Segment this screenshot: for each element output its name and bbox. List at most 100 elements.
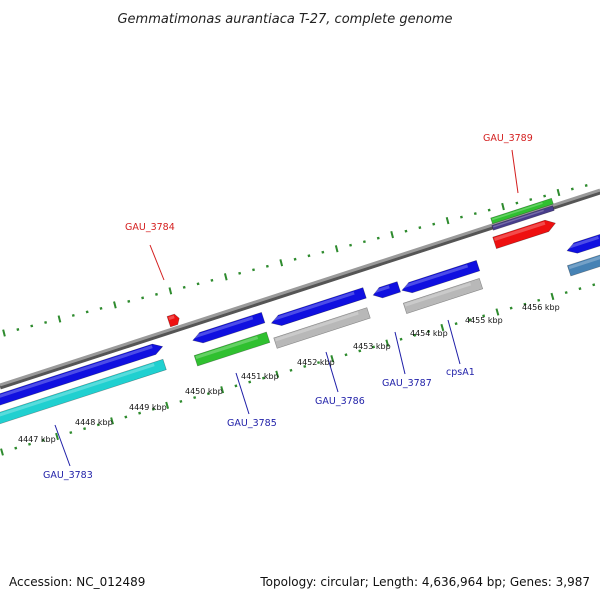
- outer-ring-minor-tick: [376, 236, 380, 240]
- outer-ring-minor-tick: [418, 226, 422, 230]
- feature-gau3789-slate[interactable]: [491, 205, 555, 231]
- feature-cpsa1-upper[interactable]: [400, 260, 481, 295]
- feature-gau3783-upper[interactable]: [0, 341, 164, 408]
- inner-ring-minor-tick: [344, 353, 348, 357]
- feature-gau3786-lower[interactable]: [273, 307, 371, 349]
- tick-label-4448: 4448 kbp: [75, 418, 113, 427]
- tick-label-4453: 4453 kbp: [353, 342, 391, 351]
- gene-label-gau3786[interactable]: GAU_3786: [315, 396, 365, 407]
- inner-tick-ring: [0, 283, 596, 456]
- outer-ring-minor-tick: [543, 194, 547, 198]
- inner-ring-major-tick: [110, 417, 115, 425]
- inner-ring-major-tick: [0, 448, 4, 456]
- outer-ring-minor-tick: [196, 282, 200, 286]
- outer-ring-minor-tick: [127, 299, 131, 303]
- outer-ring-major-tick: [168, 287, 173, 295]
- inner-ring-minor-tick: [28, 442, 32, 446]
- outer-ring-minor-tick: [210, 278, 214, 282]
- inner-ring-major-tick: [330, 355, 335, 363]
- inner-ring-major-tick: [220, 386, 225, 394]
- inner-ring-minor-tick: [454, 322, 458, 326]
- outer-ring-minor-tick: [16, 328, 20, 331]
- outer-ring-minor-tick: [584, 184, 588, 187]
- outer-ring-minor-tick: [182, 285, 186, 289]
- outer-ring-major-tick: [113, 301, 117, 309]
- inner-ring-minor-tick: [69, 431, 73, 435]
- outer-ring-major-tick: [390, 231, 394, 239]
- inner-ring-minor-tick: [289, 368, 293, 372]
- inner-ring-minor-tick: [124, 415, 128, 419]
- outer-ring-major-tick: [334, 245, 339, 253]
- outer-ring-major-tick: [501, 202, 505, 211]
- inner-ring-minor-tick: [83, 427, 87, 431]
- gene-label-gau3787[interactable]: GAU_3787: [382, 378, 432, 389]
- outer-ring-minor-tick: [85, 310, 89, 314]
- outer-ring-minor-tick: [362, 240, 366, 244]
- inner-ring-minor-tick: [372, 345, 376, 349]
- outer-ring-minor-tick: [570, 187, 574, 191]
- inner-ring-minor-tick: [41, 438, 45, 442]
- feature-gau3785-lower[interactable]: [193, 331, 271, 367]
- outer-ring-minor-tick: [404, 229, 408, 233]
- accession-text: Accession: NC_012489: [9, 575, 145, 589]
- outer-ring-minor-tick: [529, 198, 533, 202]
- feature-gau3783-lower[interactable]: [0, 358, 167, 426]
- outer-tick-ring: [2, 184, 588, 337]
- feature-gau3789-red[interactable]: [492, 217, 558, 249]
- inner-ring-major-tick: [495, 308, 500, 316]
- outer-ring-minor-tick: [459, 215, 463, 219]
- feature-cpsa1-lower[interactable]: [402, 278, 484, 314]
- tick-label-4452: 4452 kbp: [297, 358, 335, 367]
- inner-ring-major-tick: [275, 370, 280, 378]
- outer-ring-major-tick: [445, 216, 450, 225]
- inner-ring-major-tick: [385, 339, 390, 347]
- tick-label-4451: 4451 kbp: [241, 372, 279, 381]
- inner-ring-minor-tick: [482, 314, 486, 318]
- feature-next-upper[interactable]: [565, 231, 600, 256]
- label-pointer-line: [54, 424, 71, 467]
- inner-ring-minor-tick: [151, 407, 155, 411]
- inner-ring-minor-tick: [468, 318, 472, 322]
- gene-label-cpsa1[interactable]: cpsA1: [446, 367, 475, 378]
- map-title: Gemmatimonas aurantiaca T-27, complete g…: [117, 12, 452, 27]
- gene-label-gau3789[interactable]: GAU_3789: [483, 133, 533, 144]
- feature-gau3789-green[interactable]: [490, 197, 554, 225]
- outer-ring-major-tick: [2, 329, 6, 337]
- inner-ring-minor-tick: [14, 446, 18, 450]
- tick-label-4455: 4455 kbp: [465, 316, 503, 325]
- feature-next-lower[interactable]: [566, 251, 600, 277]
- inner-ring-minor-tick: [427, 329, 431, 333]
- feature-gau3786-upper[interactable]: [270, 287, 367, 329]
- tick-label-4456: 4456 kbp: [522, 303, 560, 312]
- inner-ring-minor-tick: [179, 399, 183, 403]
- inner-ring-minor-tick: [578, 287, 582, 291]
- label-pointer-line: [447, 319, 461, 365]
- inner-ring-major-tick: [55, 432, 59, 441]
- gene-label-gau3785[interactable]: GAU_3785: [227, 418, 277, 429]
- outer-ring-minor-tick: [155, 292, 158, 296]
- feature-gau3787-upper[interactable]: [371, 281, 401, 301]
- gene-label-gau3783[interactable]: GAU_3783: [43, 470, 93, 481]
- outer-ring-minor-tick: [473, 212, 477, 216]
- outer-ring-minor-tick: [487, 208, 491, 212]
- outer-ring-minor-tick: [349, 243, 353, 247]
- label-pointer-line: [325, 351, 339, 393]
- gene-label-gau3784[interactable]: GAU_3784: [125, 222, 175, 233]
- inner-ring-minor-tick: [96, 423, 100, 427]
- inner-ring-minor-tick: [261, 376, 265, 380]
- outer-ring-minor-tick: [99, 306, 103, 310]
- inner-ring-minor-tick: [523, 302, 527, 306]
- inner-ring-minor-tick: [537, 298, 541, 302]
- feature-gau3784[interactable]: [166, 313, 181, 328]
- feature-gau3785-upper[interactable]: [191, 311, 266, 345]
- outer-ring-minor-tick: [141, 296, 145, 300]
- outer-ring-minor-tick: [515, 201, 519, 205]
- outer-ring-minor-tick: [71, 313, 75, 317]
- outer-ring-major-tick: [279, 259, 284, 267]
- outer-ring-minor-tick: [238, 271, 242, 275]
- tick-label-4447: 4447 kbp: [18, 435, 56, 444]
- outer-ring-minor-tick: [432, 222, 436, 226]
- inner-ring-minor-tick: [399, 337, 403, 341]
